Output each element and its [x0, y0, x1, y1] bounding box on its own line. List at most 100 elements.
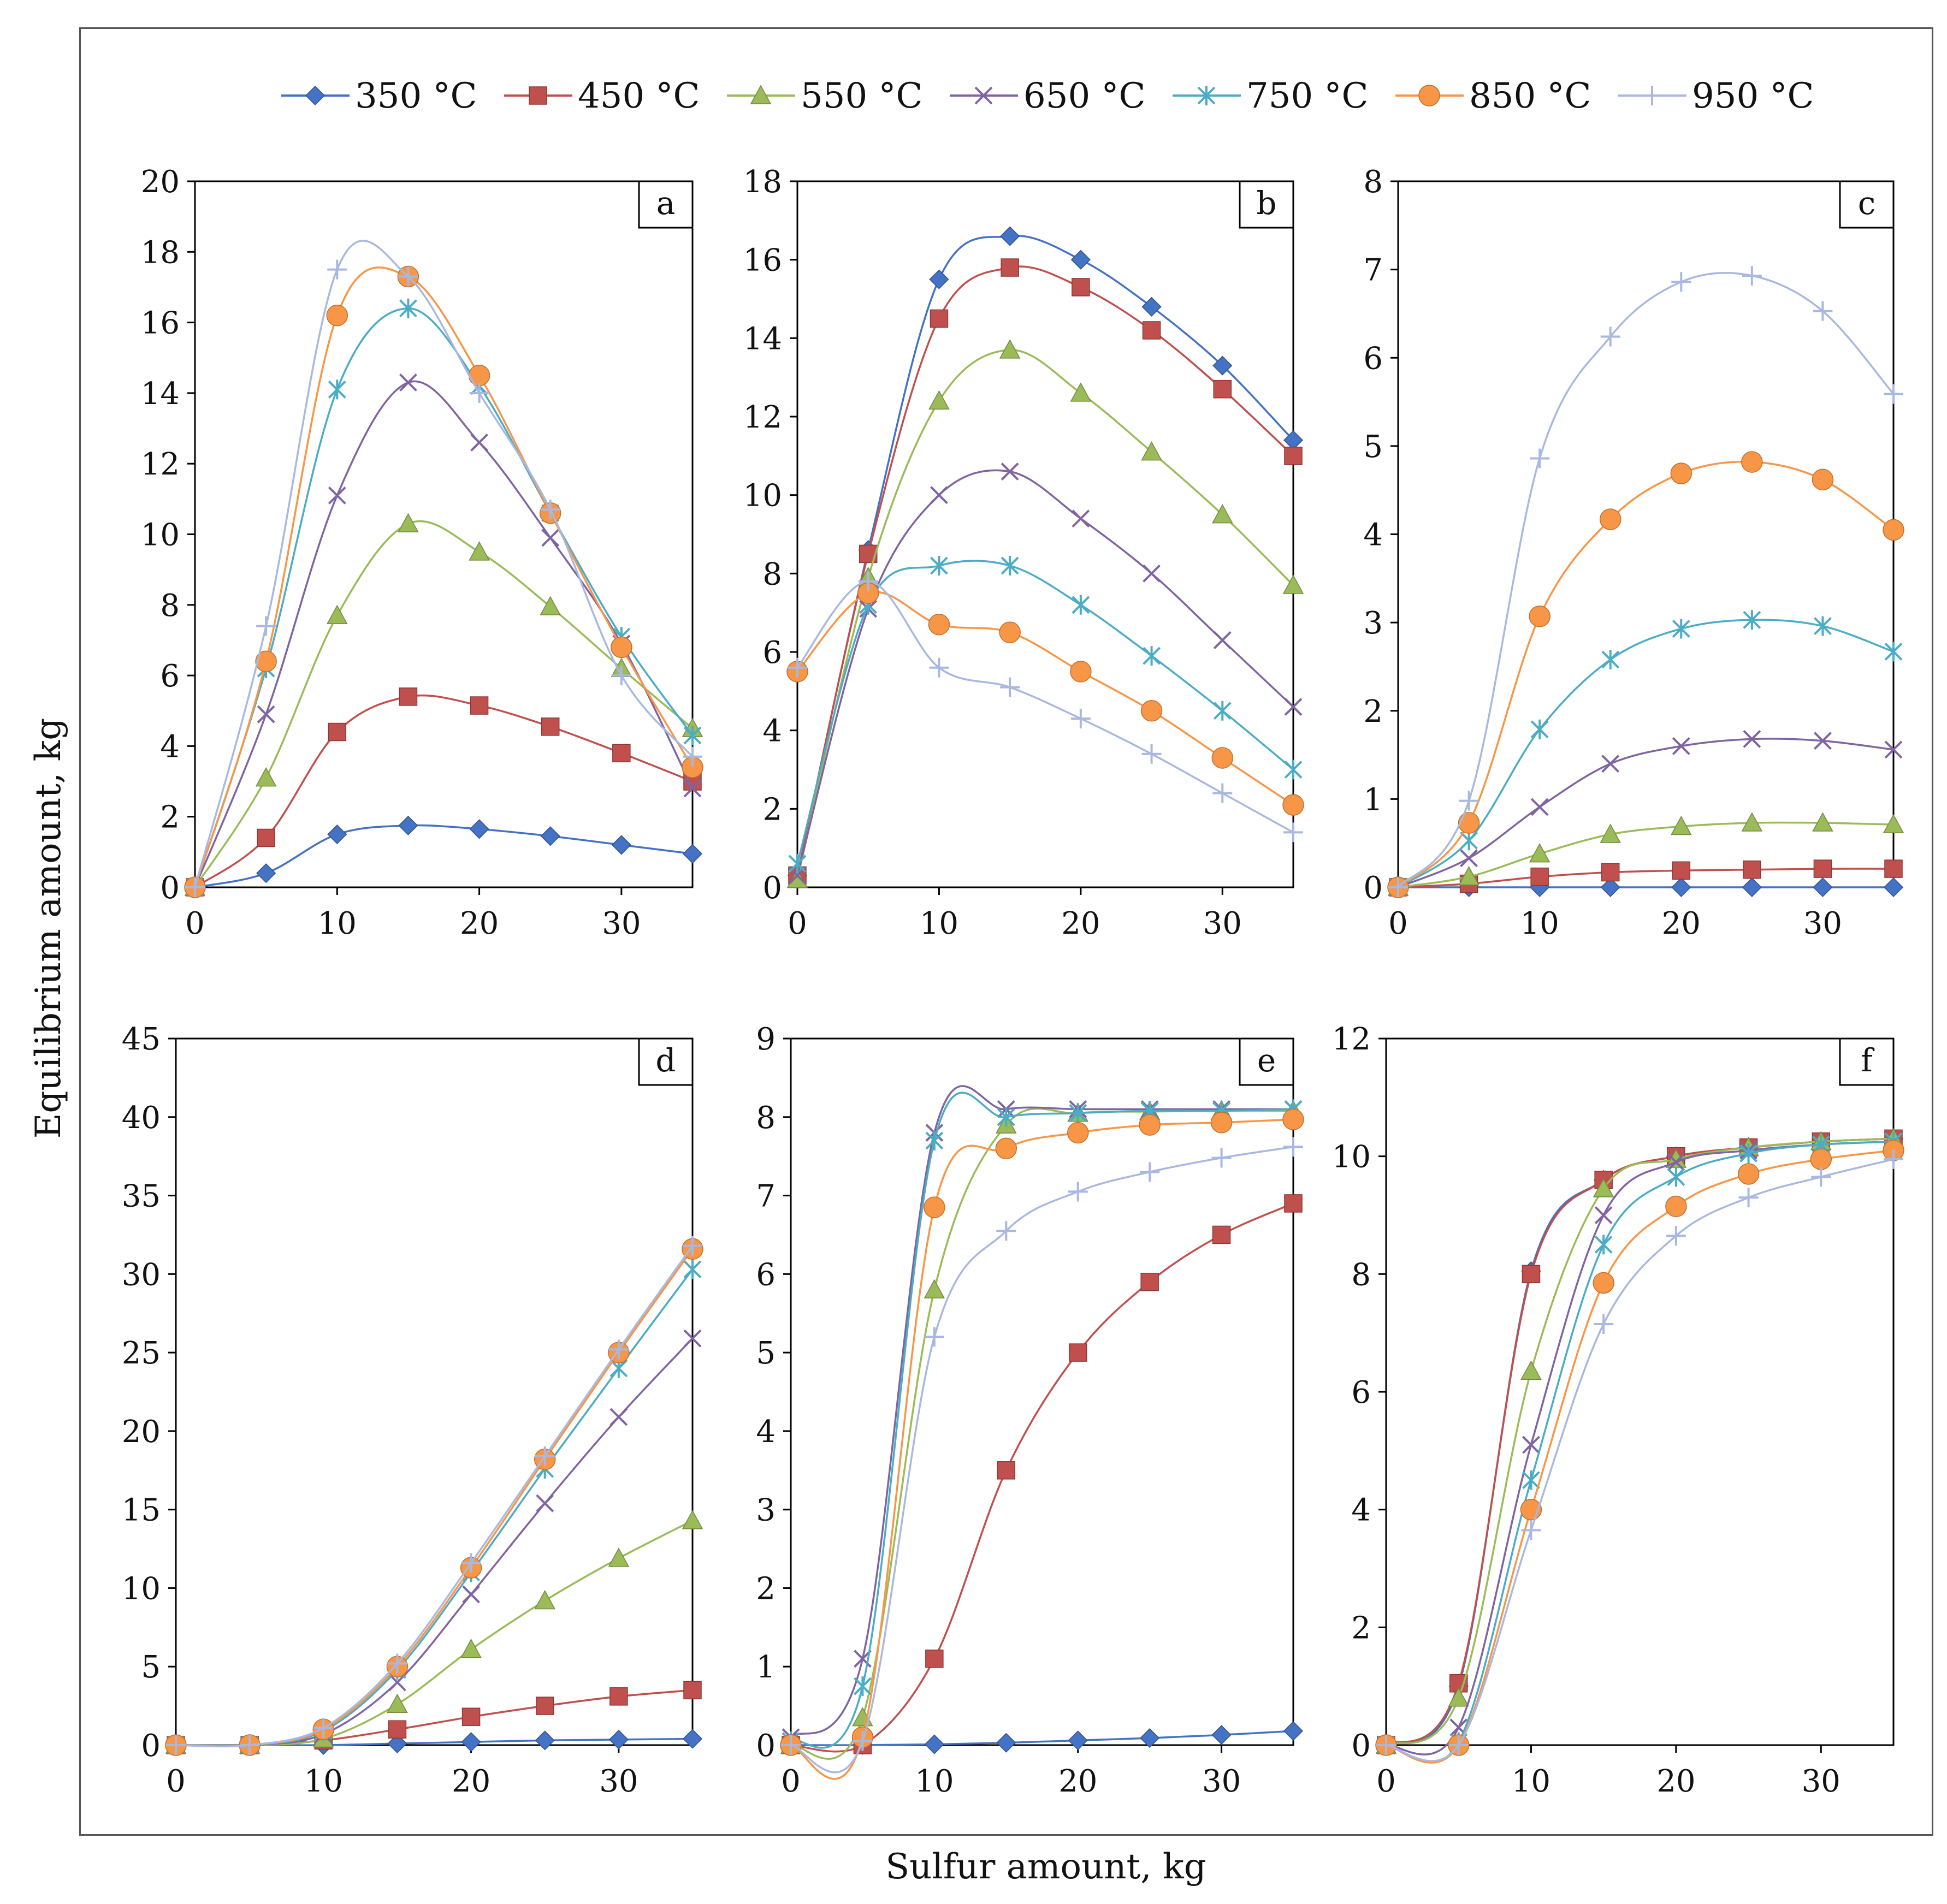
data-point [1813, 859, 1832, 878]
data-point [781, 1735, 801, 1755]
data-point [398, 266, 418, 287]
y-tick-label: 0 [141, 1728, 161, 1764]
data-point [1599, 508, 1621, 530]
series-850 [184, 265, 703, 898]
series-line [194, 694, 693, 888]
data-point [1142, 321, 1161, 340]
x-tick-label: 20 [1662, 906, 1701, 941]
data-point [1213, 379, 1232, 399]
series-350 [1376, 1129, 1904, 1755]
y-tick-label: 4 [756, 1414, 776, 1450]
legend-label: 450 °C [578, 76, 700, 116]
y-tick-label: 5 [1363, 429, 1383, 465]
series-line [194, 240, 694, 888]
y-axis-title: Equilibrium amount, kg [28, 718, 69, 1139]
data-point [255, 650, 277, 672]
data-point [1666, 1226, 1686, 1246]
data-point [1743, 730, 1761, 748]
data-point [1671, 272, 1691, 292]
legend-marker-icon [974, 86, 993, 105]
series-line [1398, 821, 1894, 888]
data-point [1001, 258, 1019, 277]
legend-marker-icon [305, 85, 326, 106]
data-point [1070, 382, 1092, 402]
panel-f: 0 2 4 6 8 10 12 0 10 20 30 f [1332, 1022, 1904, 1799]
y-tick-label: 4 [762, 714, 782, 749]
series-line [175, 1245, 694, 1748]
series-950 [166, 1236, 702, 1755]
series-450 [1377, 1129, 1903, 1754]
data-point [1070, 709, 1091, 729]
plot-area-border [796, 180, 1294, 888]
y-tick-label: 4 [1363, 518, 1383, 553]
data-point [257, 705, 275, 723]
data-point [930, 309, 949, 328]
series-line [790, 1202, 1294, 1753]
data-point [929, 657, 949, 678]
y-tick-label: 6 [762, 635, 782, 671]
data-point [1810, 1148, 1832, 1170]
data-point [399, 298, 417, 318]
y-tick-label: 0 [1351, 1728, 1371, 1764]
series-line [1397, 272, 1895, 888]
y-tick-label: 1 [1363, 782, 1383, 817]
x-tick-label: 20 [1058, 1764, 1097, 1799]
data-point [1213, 631, 1232, 649]
legend-item: 550 °C [727, 76, 922, 116]
data-point [924, 1196, 945, 1218]
y-tick-label: 40 [122, 1100, 161, 1136]
data-point [1600, 327, 1620, 347]
data-point [924, 1279, 945, 1298]
data-point [930, 486, 948, 505]
data-point [1284, 1194, 1303, 1213]
data-point [313, 1718, 334, 1738]
data-point [1068, 1730, 1088, 1751]
data-point [470, 696, 489, 715]
data-point [1448, 1735, 1469, 1755]
series-750 [782, 1092, 1303, 1751]
data-point [470, 433, 488, 452]
data-point [997, 1461, 1016, 1480]
series-line [1386, 1140, 1894, 1764]
data-point [1672, 861, 1691, 880]
data-point [1458, 866, 1480, 886]
y-tick-label: 14 [141, 376, 180, 412]
data-point [1530, 867, 1549, 886]
y-tick-label: 10 [743, 478, 782, 514]
series-line [175, 1338, 694, 1747]
data-point [1211, 1725, 1232, 1745]
data-point [398, 815, 418, 835]
data-point [1600, 823, 1621, 843]
panel-letter-box [1839, 1037, 1895, 1086]
data-point [1884, 1149, 1903, 1170]
series-line [790, 1085, 1293, 1738]
data-point [326, 304, 348, 327]
data-point [1883, 877, 1904, 898]
series-line [175, 1268, 694, 1747]
legend-marker-icon [529, 86, 547, 105]
data-point [683, 1329, 702, 1348]
panel-letter-box [638, 180, 694, 229]
data-point [1068, 1343, 1087, 1362]
data-point [535, 1446, 555, 1466]
series-line [1385, 1137, 1894, 1746]
data-point [1388, 877, 1408, 897]
y-tick-label: 2 [762, 792, 782, 827]
data-point [1672, 619, 1690, 639]
data-point [788, 657, 807, 678]
y-tick-label: 25 [122, 1336, 161, 1371]
data-point [1884, 740, 1903, 759]
y-tick-label: 8 [1351, 1257, 1371, 1292]
x-tick-label: 0 [1388, 906, 1408, 941]
y-tick-label: 16 [743, 243, 782, 278]
data-point [1139, 1114, 1161, 1136]
legend-marker-icon [750, 85, 772, 104]
x-tick-label: 0 [185, 906, 205, 941]
y-tick-label: 18 [743, 164, 782, 200]
series-650 [1377, 1132, 1903, 1755]
data-point [1284, 760, 1303, 780]
x-tick-label: 30 [602, 906, 641, 941]
data-point [1212, 355, 1233, 376]
data-point [1521, 1520, 1541, 1540]
